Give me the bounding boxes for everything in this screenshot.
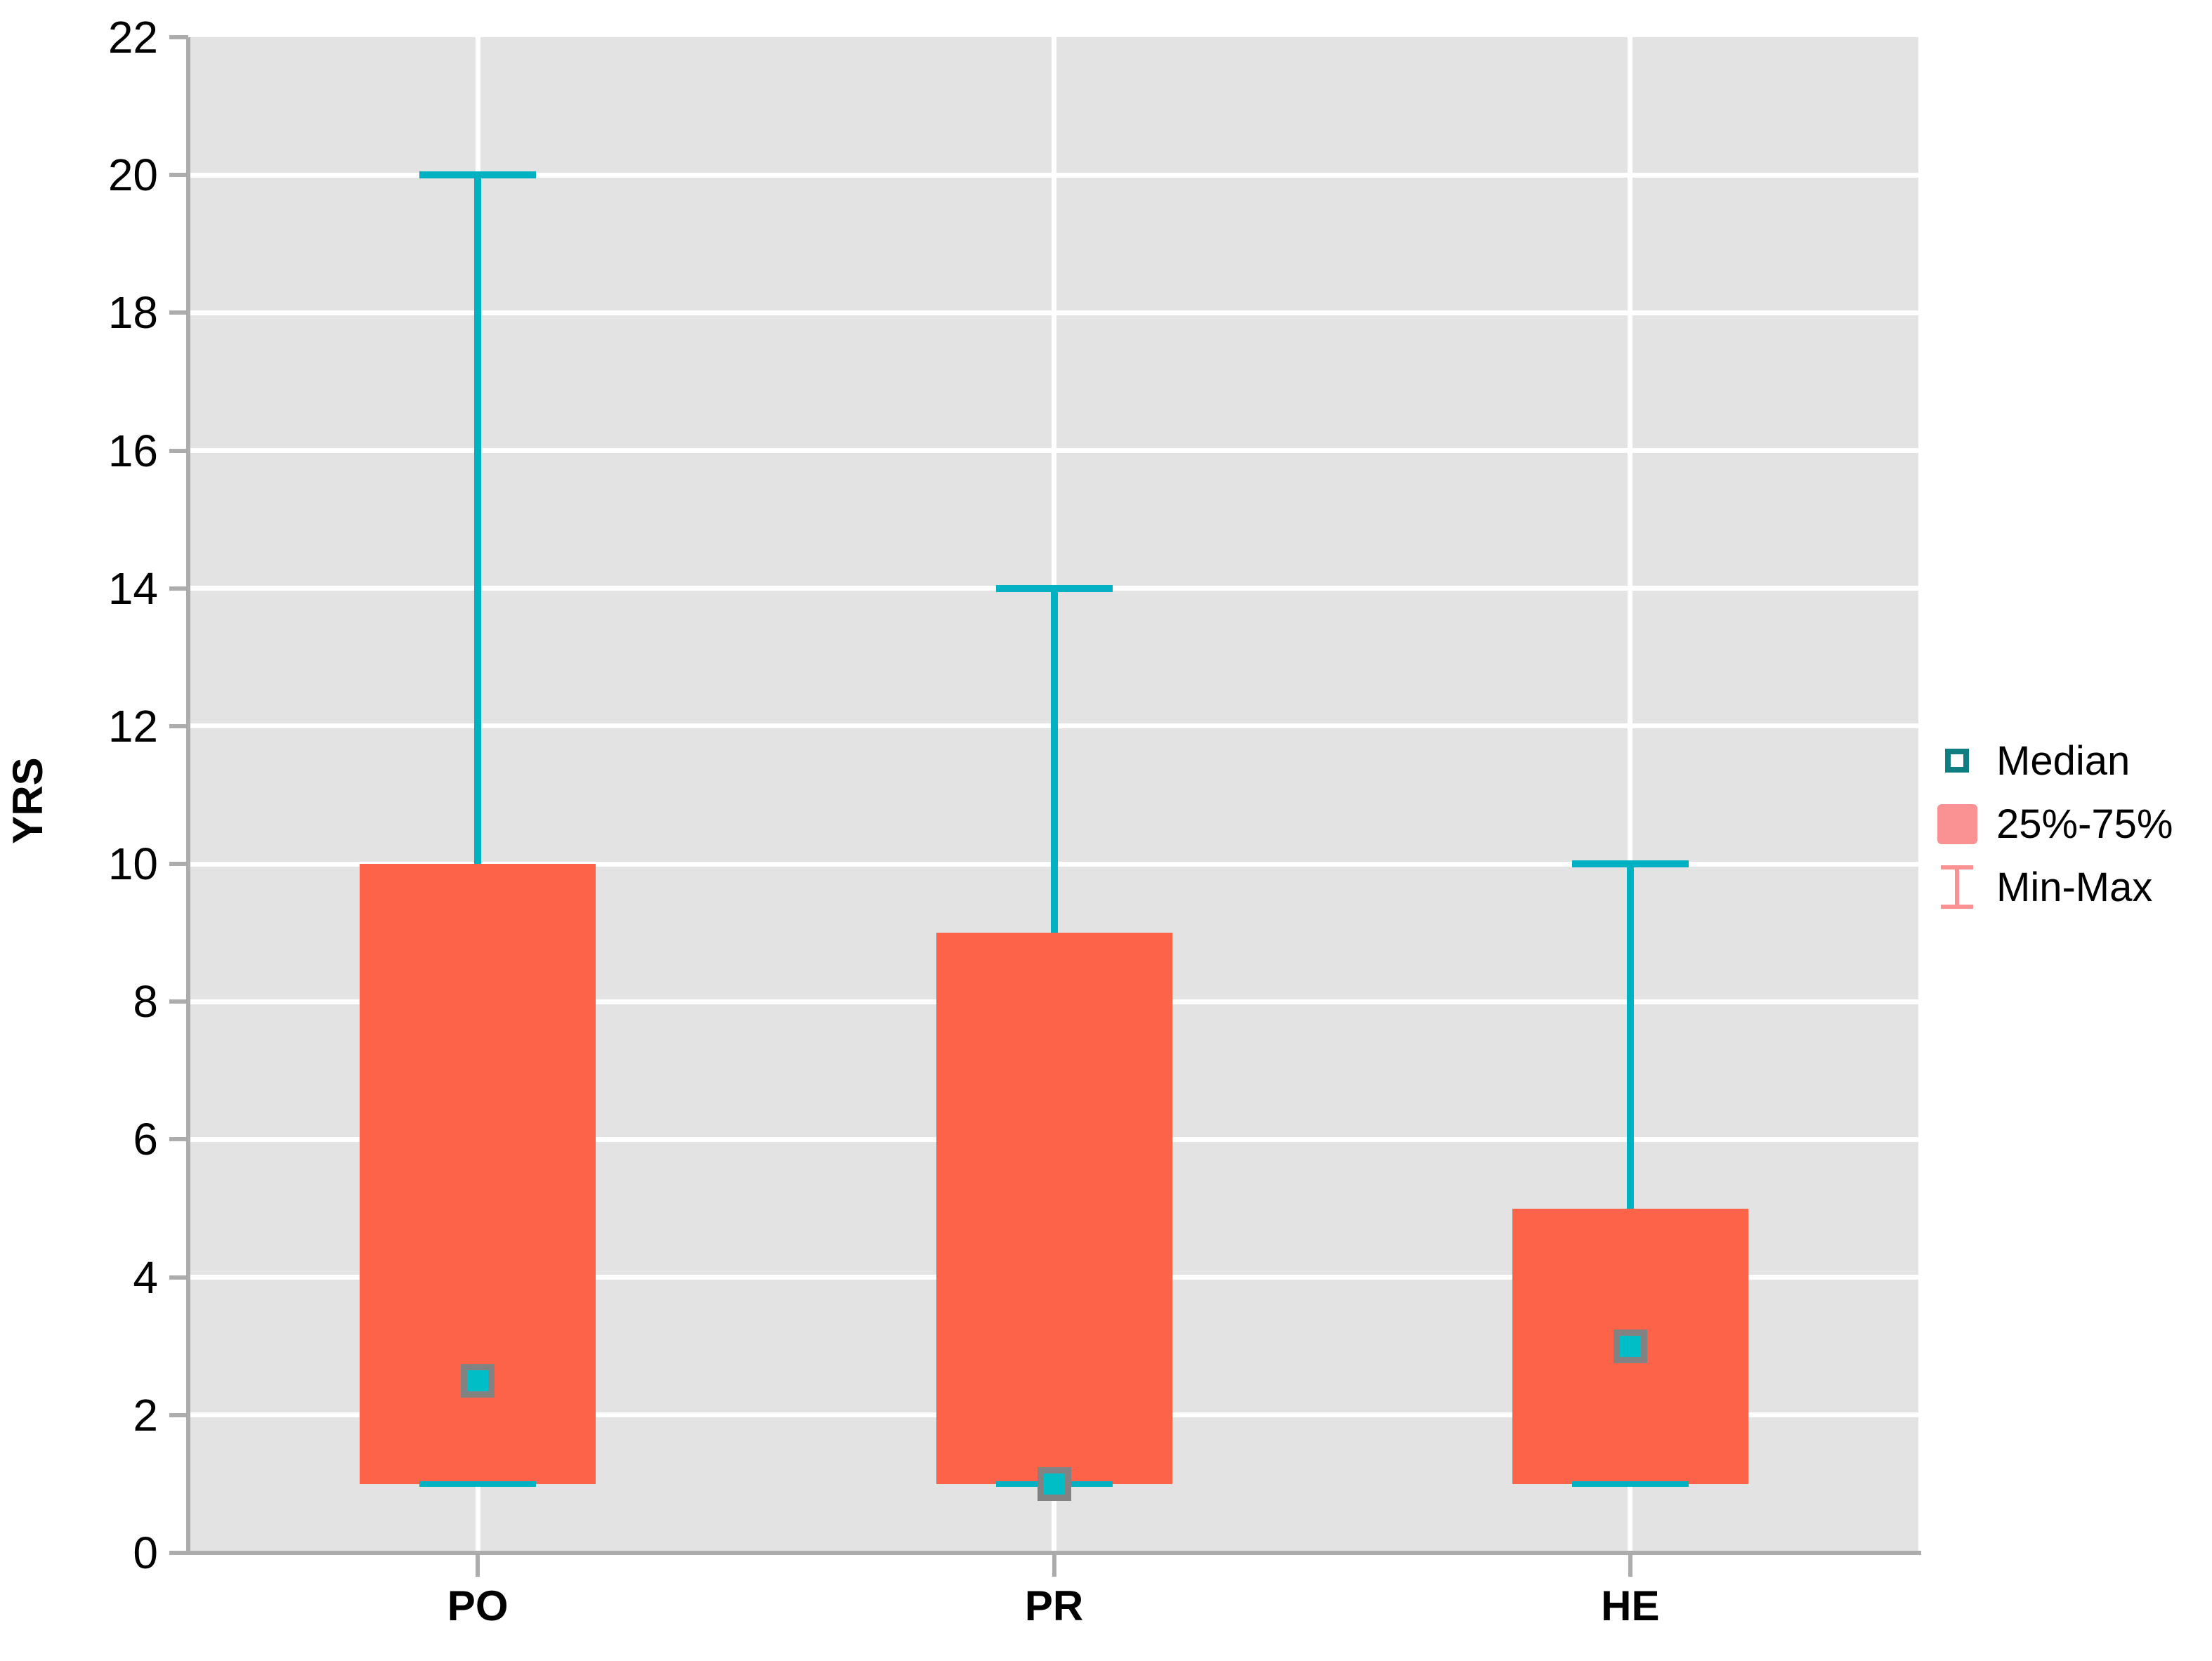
gridline-horizontal [190, 310, 1918, 315]
y-tick-mark [169, 310, 188, 315]
y-tick-mark [169, 1412, 188, 1417]
legend-swatch-cell [1925, 803, 1989, 844]
median-marker [1037, 1466, 1071, 1501]
y-tick-label: 14 [107, 563, 158, 614]
x-tick-mark [1628, 1555, 1632, 1577]
minmax-whisker-icon [1941, 865, 1973, 909]
y-tick-label: 12 [107, 700, 158, 751]
whisker-line-max [1626, 864, 1634, 1209]
legend-swatch-cell [1925, 865, 1989, 909]
median-swatch-icon [1945, 749, 1969, 773]
y-tick-mark [169, 1275, 188, 1280]
y-tick-mark [169, 1137, 188, 1142]
y-tick-label: 6 [133, 1114, 158, 1165]
y-tick-label: 18 [107, 287, 158, 339]
legend-swatch-cell [1925, 749, 1989, 773]
whisker-vertical-line [1955, 865, 1959, 909]
whisker-line-max [474, 175, 482, 865]
y-axis-line [186, 37, 190, 1555]
legend-label: 25%-75% [1996, 801, 2173, 847]
whisker-cap-min [419, 1481, 537, 1487]
whisker-cap-max [995, 584, 1113, 592]
y-tick-label: 10 [107, 839, 158, 890]
gridline-horizontal [190, 448, 1918, 454]
category-label: PR [1024, 1582, 1084, 1629]
x-tick-mark [476, 1555, 480, 1577]
y-tick-mark [169, 999, 188, 1004]
y-tick-mark [169, 173, 188, 178]
y-tick-mark [169, 448, 188, 453]
y-tick-label: 4 [133, 1252, 158, 1303]
iqr-box [936, 933, 1172, 1484]
y-tick-mark [169, 586, 188, 591]
whisker-cap-max [1571, 860, 1689, 868]
whisker-line-max [1050, 588, 1058, 933]
legend-item: 25%-75% [1925, 792, 2173, 855]
gridline-horizontal [190, 172, 1918, 178]
whisker-bottom-cap [1941, 905, 1973, 909]
x-axis-line [170, 1551, 1921, 1555]
whisker-cap-max [419, 171, 537, 179]
category-label: PO [447, 1582, 509, 1629]
legend-label: Min-Max [1996, 864, 2153, 910]
whisker-top-cap [1941, 865, 1973, 869]
median-marker [461, 1363, 495, 1398]
y-tick-label: 2 [133, 1389, 158, 1440]
y-tick-label: 8 [133, 976, 158, 1028]
y-tick-mark [169, 1551, 188, 1555]
legend: Median 25%-75% Min-Max [1925, 729, 2173, 919]
y-axis-title: YRS [4, 757, 51, 844]
gridline-vertical [1628, 37, 1633, 1553]
legend-item: Median [1925, 729, 2173, 792]
legend-item: Min-Max [1925, 855, 2173, 919]
legend-label: Median [1996, 737, 2131, 784]
y-tick-label: 22 [107, 12, 158, 63]
whisker-cap-min [1571, 1481, 1689, 1487]
y-tick-label: 16 [107, 425, 158, 476]
y-tick-label: 0 [133, 1528, 158, 1578]
y-tick-label: 20 [107, 150, 158, 201]
y-tick-mark [169, 35, 188, 39]
iqr-swatch-icon [1937, 803, 1977, 844]
x-tick-mark [1052, 1555, 1056, 1577]
category-label: HE [1601, 1582, 1660, 1629]
y-tick-mark [169, 862, 188, 867]
y-tick-mark [169, 723, 188, 728]
median-marker [1613, 1329, 1647, 1363]
